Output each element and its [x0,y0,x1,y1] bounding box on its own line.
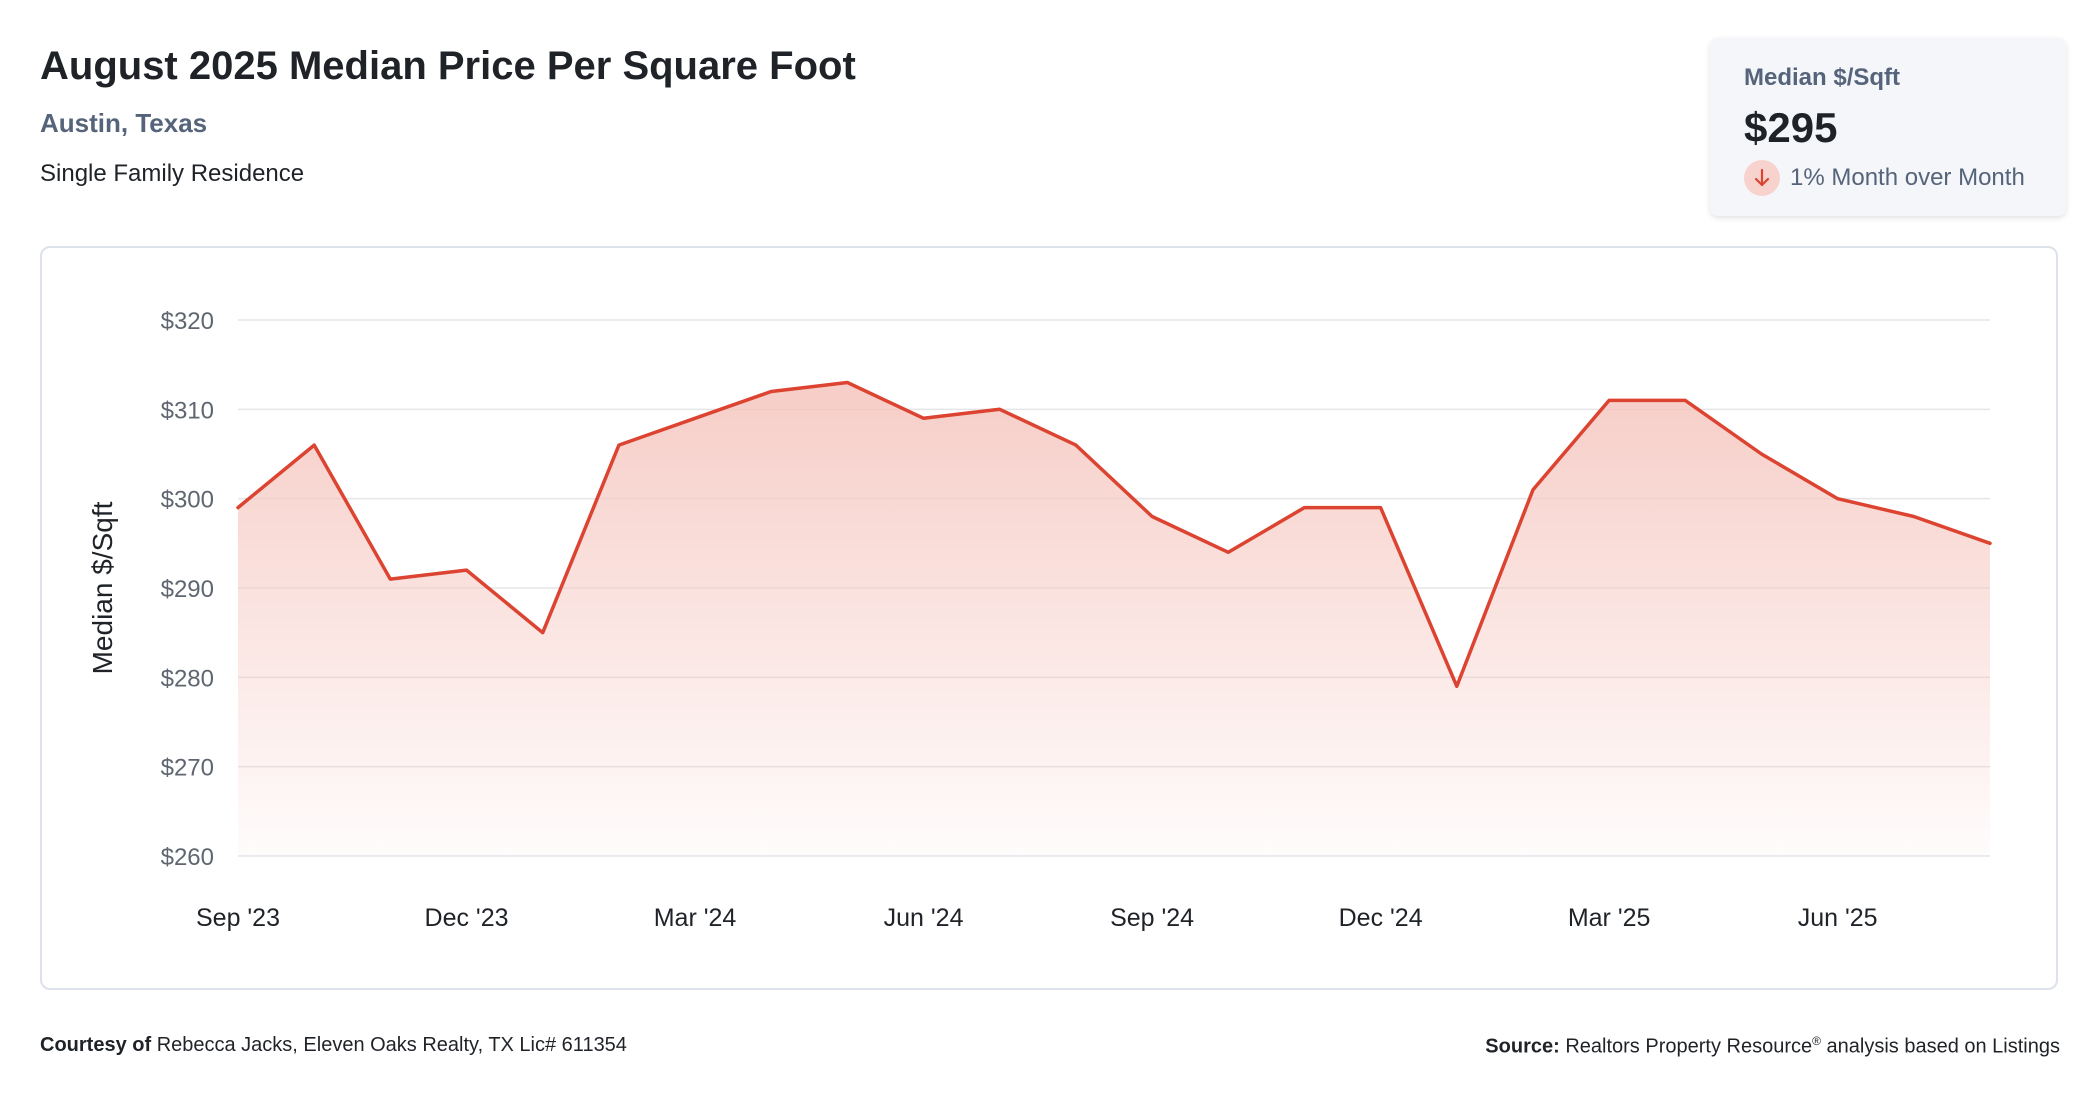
y-tick-label: $280 [161,665,214,692]
x-tick-label: Sep '23 [196,904,280,932]
data-point [235,505,241,511]
page-title: August 2025 Median Price Per Square Foot [40,44,856,88]
stat-label: Median $/Sqft [1744,64,1901,91]
data-point [1835,496,1841,502]
data-point [1682,397,1688,403]
footer-courtesy: Courtesy of Rebecca Jacks, Eleven Oaks R… [40,1034,627,1057]
data-point [997,406,1003,412]
line-chart: $320 $310 $300 $290 $280 $270 $260 Median $/Sqf… [87,308,1993,932]
data-point [1530,487,1536,493]
data-point [387,576,393,582]
x-tick-label: Dec '23 [425,904,509,932]
y-tick-label: $320 [161,308,214,335]
source-text: analysis based on Listings [1826,1035,2060,1058]
data-point [540,630,546,636]
data-point [1911,514,1917,520]
courtesy-text: Rebecca Jacks, Eleven Oaks Realty, TX Li… [156,1034,627,1056]
x-tick-label: Dec '24 [1339,904,1423,932]
y-tick-label: $290 [161,576,214,603]
stat-change-text: 1% Month over Month [1790,164,2025,191]
data-point [1149,514,1155,520]
data-point [692,415,698,421]
data-point [1225,549,1231,555]
registered-mark: ® [1812,1034,1821,1048]
y-tick-label: $300 [161,487,214,514]
data-point [1073,442,1079,448]
data-point [921,415,927,421]
x-tick-label: Jun '25 [1798,904,1878,932]
x-tick-label: Mar '24 [654,904,737,932]
data-point [768,388,774,394]
median-stat-card: Median $/Sqft $295 1% Month over Month [1710,38,2066,216]
data-point [1606,397,1612,403]
data-point [844,380,850,386]
data-point [616,442,622,448]
footer-source: Source: Realtors Property Resource® anal… [1485,1034,2060,1059]
x-tick-label: Sep '24 [1110,904,1194,932]
data-point [311,442,317,448]
y-tick-label: $270 [161,755,214,782]
data-point [1758,451,1764,457]
courtesy-label: Courtesy of [40,1034,152,1056]
stat-value: $295 [1744,104,1838,151]
stat-change: 1% Month over Month [1744,160,2025,196]
source-label: Source: [1485,1035,1560,1058]
x-tick-label: Jun '24 [884,904,964,932]
y-axis-title: Median $/Sqft [87,501,118,674]
chart-container: $320 $310 $300 $290 $280 $270 $260 Median $/Sqf… [40,246,2058,990]
source-name: Realtors Property Resource [1565,1035,1813,1058]
x-tick-label: Mar '25 [1568,904,1651,932]
data-point [464,567,470,573]
series-area [238,382,1990,856]
y-tick-label: $260 [161,844,214,871]
data-point [1987,540,1993,546]
data-point [1454,683,1460,689]
y-tick-label: $310 [161,397,214,424]
series-line [236,380,1992,689]
property-type-label: Single Family Residence [40,160,305,187]
data-point [1301,505,1307,511]
arrow-down-icon [1744,160,1780,196]
data-point [1378,505,1384,511]
location-subtitle: Austin, Texas [40,108,208,138]
